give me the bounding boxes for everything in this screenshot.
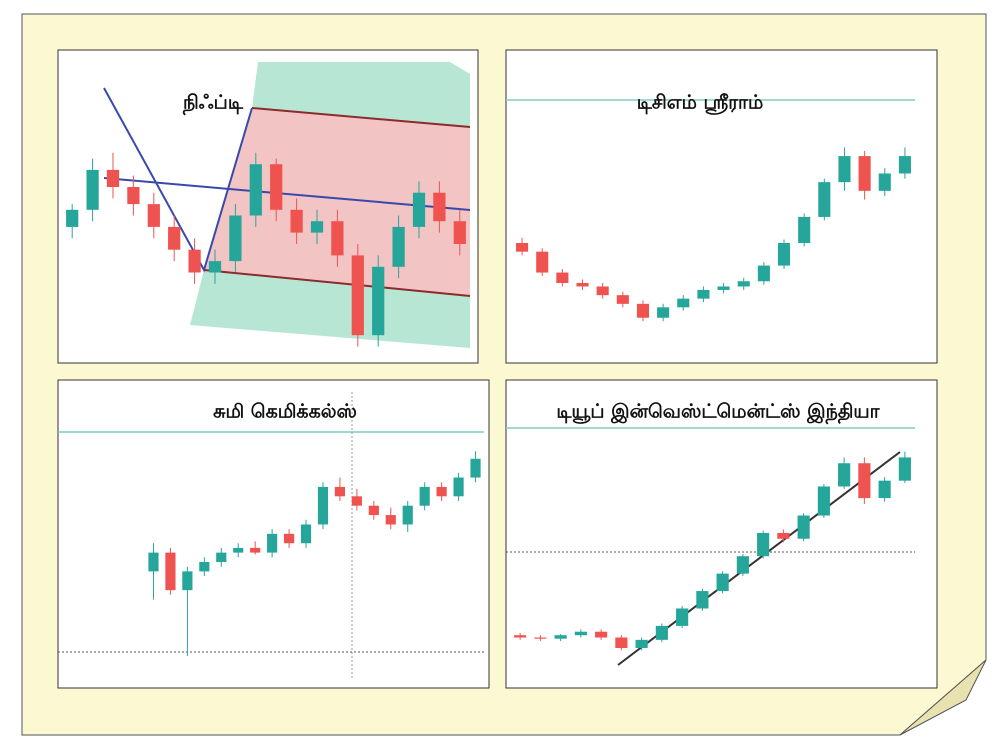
candle-body [453,477,464,497]
candle-body [818,182,831,217]
candle-body [777,243,791,266]
candle-body [412,192,426,227]
candle-body [797,515,810,539]
panel [505,379,938,689]
candle-body [534,637,547,639]
candle-body [229,215,242,262]
candle-body [351,496,362,506]
candle-body [433,192,446,222]
candle-body [616,295,629,304]
panel [57,49,479,364]
candle-body [331,221,344,256]
median-line [103,177,471,211]
candle-body [188,249,201,273]
candle-body [385,515,396,525]
chart-title: டிசிஎம் ஸ்ரீராம் [637,92,763,116]
candle-body [310,221,324,233]
candle-body [777,532,790,539]
candle-body [657,307,670,318]
panel [505,49,938,364]
candle-body [655,625,668,640]
candle-body [635,639,648,648]
candle-body [838,156,851,183]
candle-body [270,164,283,210]
chart-title: நிஃப்டி [182,92,244,116]
candle-body [233,547,244,553]
candle-body [392,226,405,267]
channel-line [203,269,471,297]
candle-body [249,164,262,216]
candle-body [696,591,709,609]
candle-body [878,173,891,191]
candle-body [182,571,193,591]
candle-body [199,562,210,572]
candle-body [757,265,770,282]
candle-body [283,533,295,544]
candle-body [676,608,689,626]
panel-frame [505,379,938,689]
candle-body [470,458,481,478]
candle-body [798,216,811,243]
candle-body [556,272,569,283]
candle-body [267,533,278,553]
candle-body [514,635,527,638]
candle-body [554,635,567,639]
candle-body [717,286,730,290]
candle-body [106,169,120,187]
candle-body [86,169,99,210]
panel [57,379,490,689]
candle-body [595,631,608,638]
candle-body [737,281,750,287]
candle-body [596,286,609,296]
candle-body [147,204,160,227]
candle-body [858,463,871,499]
candle-body [576,282,589,287]
candle-body [878,480,891,499]
candle-body [402,505,413,525]
candle-body [858,156,871,191]
candle-body [757,532,770,557]
candle-body [677,298,690,308]
candle-body [436,486,447,497]
candle-body [419,486,430,506]
candle-body [736,556,749,574]
candle-body [208,261,222,273]
panel-frame [505,49,938,364]
candle-body [615,637,628,648]
candle-body [250,547,261,553]
chart-title: டியூப் இன்வெஸ்ட்மென்ட்ஸ் இந்தியா [556,401,880,425]
candle-body [516,243,529,252]
candle-body [334,486,346,497]
candle-body [697,289,710,299]
channel-line [251,107,471,128]
candle-body [317,486,329,525]
candle-body [351,255,364,336]
candle-body [817,486,830,516]
candle-body [148,552,159,572]
pitchfork-line [103,87,253,273]
candle-body [216,552,227,562]
candle-body [453,221,466,244]
candle-body [300,524,312,544]
candle-body [66,209,79,227]
candle-body [838,463,851,487]
candle-body [290,209,303,233]
candle-body [168,226,181,250]
candle-body [127,187,140,205]
candle-body [636,303,650,318]
page-fold [899,659,987,736]
chart-title: சுமி கெமிக்கல்ஸ் [213,401,357,423]
candle-body [898,457,911,481]
candle-body [536,251,549,273]
candle-body [372,266,385,336]
channel-upper [252,62,470,127]
candle-body [898,156,911,174]
candle-body [716,573,729,592]
candle-body [368,505,379,516]
candle-body [574,631,587,636]
candle-body [165,552,176,591]
